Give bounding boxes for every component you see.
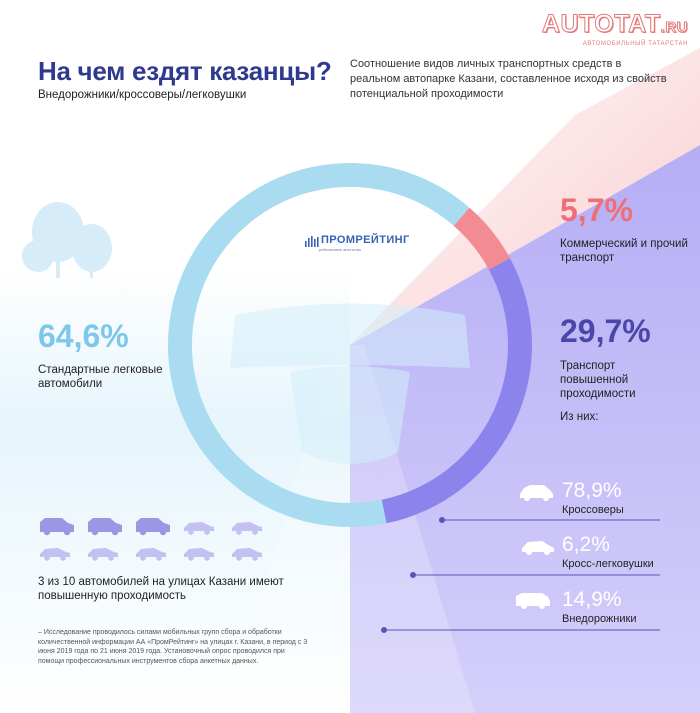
commercial-percent: 5,7% <box>560 192 633 228</box>
commercial-label: Коммерческий и прочий транспорт <box>560 238 688 264</box>
pictogram-car <box>136 548 166 561</box>
logo-tagline: АВТОМОБИЛЬНЫЙ ТАТАРСТАН <box>582 41 688 47</box>
crossover-percent: 78,9% <box>562 479 622 502</box>
pie-slice-0 <box>168 163 470 528</box>
page-subtitle: Внедорожники/кроссоверы/легковушки <box>38 89 247 101</box>
suv-icon <box>516 593 550 609</box>
pictogram-note: 3 из 10 автомобилей на улицах Казани име… <box>38 576 284 602</box>
pie-ring <box>168 163 532 528</box>
pictogram-car <box>136 518 170 536</box>
logo-main: AUTOTAT <box>541 10 661 38</box>
zone-highpass <box>350 145 700 713</box>
autotat-logo: AUTOTAT.RU АВТОМОБИЛЬНЫЙ ТАТАРСТАН <box>538 10 688 47</box>
trees <box>22 202 112 278</box>
steering-wheel-center <box>230 303 470 464</box>
pictogram-car <box>184 522 214 535</box>
pictogram-car <box>40 518 74 536</box>
standard-label: Стандартные легковые автомобили <box>38 364 163 390</box>
pie-slice-1 <box>453 207 510 270</box>
crossover-icon <box>520 485 553 501</box>
brand-mark-icon <box>305 236 319 247</box>
page-title: На чем ездят казанцы? <box>38 56 332 86</box>
pictogram-car <box>88 548 118 561</box>
highpass-label: Транспорт повышенной проходимости <box>560 360 636 400</box>
promrating-brand: ПРОМРЕЙТИНГ рейтинговое агентство <box>303 234 410 252</box>
pictogram-car <box>232 548 262 561</box>
road <box>225 345 475 713</box>
brand-tagline: рейтинговое агентство <box>319 247 362 252</box>
standard-percent: 64,6% <box>38 318 129 354</box>
cross-sedan-icon <box>522 541 554 555</box>
logo-suffix: .RU <box>660 19 688 37</box>
highpass-percent: 29,7% <box>560 313 651 349</box>
description: Соотношение видов личных транспортных ср… <box>350 58 667 100</box>
pictogram-car <box>40 548 70 561</box>
breakdown-title: Из них: <box>560 411 599 423</box>
suv-label: Внедорожники <box>562 613 637 625</box>
pictogram-car <box>184 548 214 561</box>
zone-commercial <box>350 48 700 345</box>
brand-name: ПРОМРЕЙТИНГ <box>321 234 410 246</box>
pie-slice-2 <box>381 258 532 524</box>
crossover-label: Кроссоверы <box>562 504 624 516</box>
footnote: – Исследование проводилось силами мобиль… <box>38 629 308 665</box>
breakdown-lines <box>381 517 660 633</box>
cross-sedan-percent: 6,2% <box>562 533 610 556</box>
suv-percent: 14,9% <box>562 588 622 611</box>
car-pictogram <box>40 518 262 561</box>
pictogram-car <box>232 522 262 535</box>
cross-sedan-label: Кросс-легковушки <box>562 558 654 570</box>
pictogram-car <box>88 518 122 536</box>
